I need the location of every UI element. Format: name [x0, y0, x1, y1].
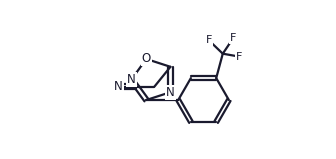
Text: F: F — [236, 52, 242, 62]
Text: N: N — [166, 86, 175, 99]
Text: F: F — [230, 33, 236, 43]
Text: N: N — [114, 80, 123, 93]
Text: N: N — [127, 73, 136, 86]
Text: F: F — [206, 35, 212, 45]
Text: O: O — [142, 52, 151, 66]
